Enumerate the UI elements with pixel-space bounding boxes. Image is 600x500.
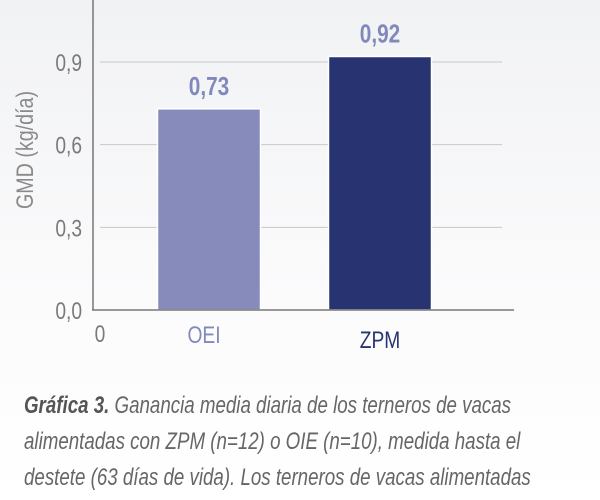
data-label: 0,73 bbox=[189, 72, 229, 101]
caption-label: Gráfica 3. bbox=[24, 392, 110, 419]
y-tick-label: 0,3 bbox=[55, 214, 82, 242]
caption-line-3: destete (63 días de vida). Los terneros … bbox=[24, 464, 531, 491]
y-tick-label: 0,0 bbox=[55, 297, 82, 325]
bar-zpm bbox=[327, 55, 433, 311]
bar-chart: 0,73 OEI 0,92 ZPM 0,0 0,3 0,6 0,9 0 GMD (kg/dí… bbox=[11, 0, 514, 354]
y-tick-label: 0,6 bbox=[55, 132, 82, 160]
bar-oei bbox=[156, 108, 262, 311]
y-tick-label: 0,9 bbox=[55, 49, 82, 77]
data-label: 0,92 bbox=[360, 19, 400, 48]
caption-line-1: Gráfica 3. Ganancia media diaria de los … bbox=[24, 392, 512, 419]
x-origin-label: 0 bbox=[95, 320, 106, 348]
x-tick-label: ZPM bbox=[360, 326, 401, 354]
x-tick-label: OEI bbox=[187, 321, 220, 349]
caption-line-2: alimentadas con ZPM (n=12) o OIE (n=10),… bbox=[24, 428, 521, 455]
y-axis-label: GMD (kg/día) bbox=[11, 91, 38, 209]
